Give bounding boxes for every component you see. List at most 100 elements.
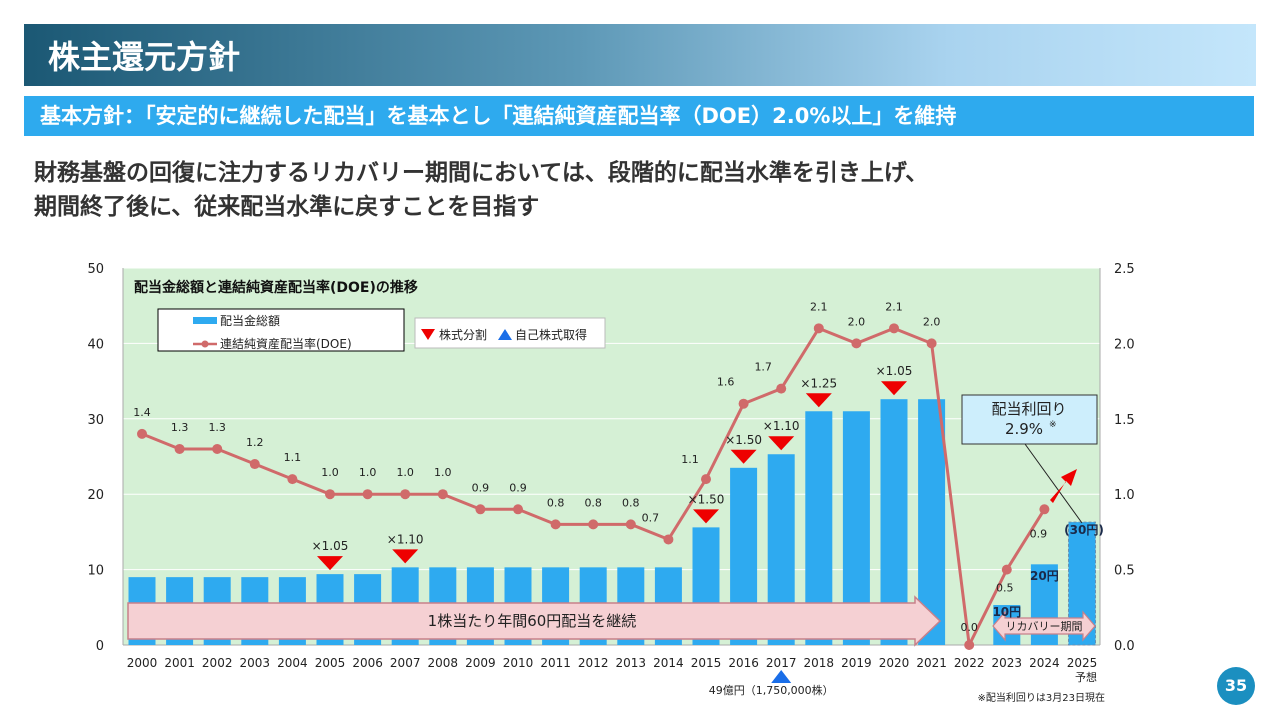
doe-label-2005: 1.0 (321, 466, 339, 479)
marker-legend-box (414, 317, 606, 349)
doe-label-2020: 2.1 (885, 300, 903, 313)
doe-label-2002: 1.3 (208, 421, 226, 434)
doe-label-2014: 0.7 (642, 511, 660, 524)
doe-point-2006 (362, 489, 373, 500)
x-tick-label: 2004 (277, 656, 308, 670)
x-tick-label: 2023 (992, 656, 1023, 670)
x-tick-label: 2012 (578, 656, 609, 670)
doe-point-2021 (926, 338, 937, 349)
stock-split-label-2017: ×1.10 (763, 419, 800, 433)
page-title: 株主還元方針 (48, 38, 241, 76)
x-tick-label: 2025 (1067, 656, 1098, 670)
right-axis-tick: 1.0 (1114, 488, 1135, 503)
bar-label-2024: 20円 (1030, 569, 1059, 583)
doe-label-2011: 0.8 (547, 496, 565, 509)
page-number: 35 (1217, 667, 1255, 705)
yield-callout (961, 394, 1098, 445)
left-axis-tick: 50 (87, 262, 104, 277)
doe-point-2024 (1039, 504, 1050, 515)
doe-point-2017 (776, 383, 787, 394)
doe-point-2002 (212, 443, 223, 454)
x-tick-label: 2022 (954, 656, 985, 670)
recovery-arrow (992, 610, 1096, 642)
x-tick-sublabel: 予想 (1075, 670, 1097, 684)
buyback-legend-label: 自己株式取得 (515, 327, 587, 342)
doe-point-2008 (437, 489, 448, 500)
doe-label-2003: 1.2 (246, 436, 264, 449)
left-axis-tick: 40 (87, 337, 104, 352)
x-tick-label: 2016 (728, 656, 759, 670)
doe-label-2021: 2.0 (923, 315, 941, 328)
x-tick-label: 2002 (202, 656, 233, 670)
callout-leader (1024, 443, 1083, 524)
doe-label-2009: 0.9 (472, 481, 490, 494)
doe-label-2006: 1.0 (359, 466, 377, 479)
legend-bar-label: 配当金総額 (220, 313, 280, 328)
legend-line-label: 連結純資産配当率(DOE) (220, 336, 352, 351)
left-axis-tick: 30 (87, 413, 104, 428)
stock-split-label-2020: ×1.05 (876, 364, 913, 378)
doe-label-2017: 1.7 (754, 361, 772, 374)
split-legend-label: 株式分割 (439, 327, 487, 342)
doe-point-2022 (964, 640, 975, 650)
doe-point-2010 (513, 504, 523, 515)
doe-point-2020 (889, 323, 899, 334)
doe-label-2022: 0.0 (960, 621, 978, 634)
stock-split-label-2016: ×1.50 (725, 433, 762, 447)
doe-label-2000: 1.4 (133, 406, 151, 419)
x-tick-label: 2011 (540, 656, 571, 670)
x-tick-label: 2003 (240, 656, 271, 670)
split-legend-icon (421, 329, 435, 340)
doe-point-2014 (663, 534, 674, 545)
doe-label-2001: 1.3 (171, 421, 189, 434)
right-axis-tick: 0.0 (1114, 639, 1135, 654)
legend-bar-swatch (193, 317, 217, 324)
right-axis-tick: 2.5 (1114, 262, 1135, 277)
doe-point-2018 (813, 323, 824, 334)
left-axis-tick: 20 (87, 488, 104, 503)
x-tick-label: 2010 (503, 656, 534, 670)
doe-point-2011 (550, 519, 561, 530)
doe-point-2001 (174, 443, 185, 454)
doe-point-2009 (475, 504, 486, 515)
stock-split-label-2018: ×1.25 (800, 376, 837, 390)
x-tick-label: 2009 (465, 656, 496, 670)
left-axis-tick: 0 (96, 639, 104, 654)
stock-split-marker-2005 (317, 556, 343, 571)
stock-split-marker-2017 (768, 436, 795, 451)
doe-point-2000 (137, 428, 147, 439)
x-tick-label: 2014 (653, 656, 684, 670)
buyback-label: 49億円（1,750,000株） (709, 683, 834, 697)
stock-split-label-2015: ×1.50 (688, 492, 725, 506)
chart-title: 配当金総額と連結純資産配当率(DOE)の推移 (134, 279, 418, 296)
stock-split-label-2005: ×1.05 (312, 539, 349, 553)
x-tick-label: 2020 (879, 656, 910, 670)
stock-split-marker-2020 (881, 381, 907, 396)
doe-point-2013 (625, 519, 636, 530)
continue-arrow (127, 595, 942, 647)
stock-split-marker-2015 (693, 509, 719, 524)
doe-label-2018: 2.1 (810, 300, 828, 313)
title-bar: 株主還元方針 (24, 24, 1256, 86)
up-arrow-icon (1050, 469, 1077, 503)
yield-title: 配当利回り (991, 400, 1066, 418)
doe-point-2003 (249, 459, 260, 470)
doe-label-2007: 1.0 (396, 466, 414, 479)
doe-label-2015: 1.1 (681, 453, 699, 466)
stock-split-label-2007: ×1.10 (387, 532, 424, 546)
footnote: ※配当利回りは3月23日現在 (978, 691, 1105, 704)
yield-value: 2.9% (1005, 420, 1043, 438)
buyback-marker (771, 670, 792, 683)
x-tick-label: 2000 (127, 656, 158, 670)
doe-label-2016: 1.6 (717, 376, 735, 389)
doe-point-2023 (1001, 564, 1012, 575)
doe-point-2015 (701, 474, 711, 485)
x-tick-label: 2015 (691, 656, 722, 670)
buyback-legend-icon (498, 329, 512, 340)
x-tick-label: 2005 (315, 656, 346, 670)
lead-text: 財務基盤の回復に注力するリカバリー期間においては、段階的に配当水準を引き上げ、 … (34, 156, 928, 224)
doe-label-2008: 1.0 (434, 466, 452, 479)
left-axis-tick: 10 (87, 564, 104, 579)
x-tick-label: 2006 (352, 656, 383, 670)
